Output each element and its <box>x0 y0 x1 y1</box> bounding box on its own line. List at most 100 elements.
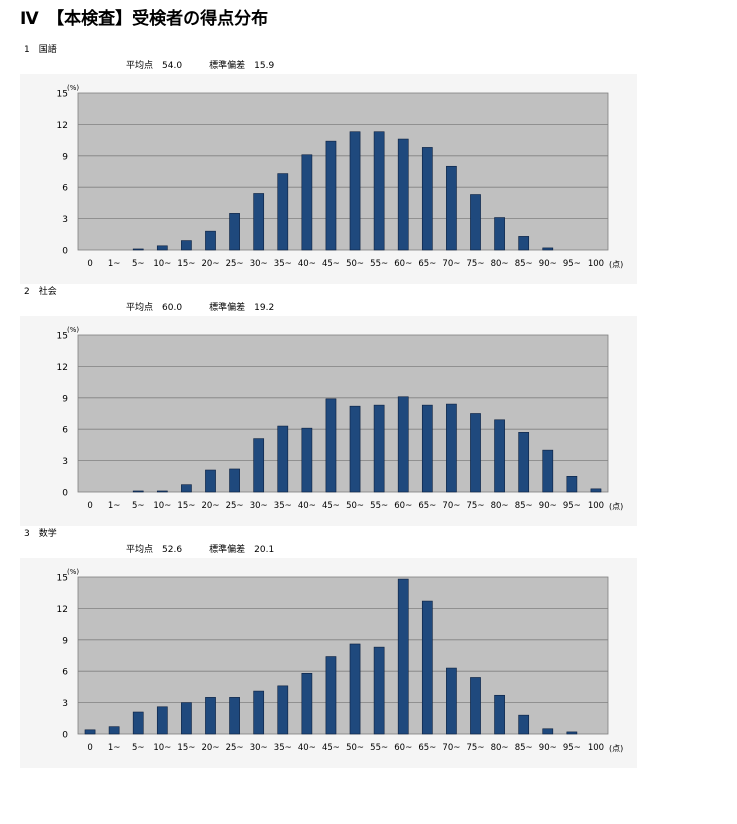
x-tick-label: 5~ <box>132 259 145 269</box>
x-tick-label: 95~ <box>563 259 581 269</box>
plot-area <box>77 92 609 251</box>
x-unit-label: (点) <box>609 502 623 511</box>
bar <box>542 247 554 251</box>
bar <box>542 728 554 735</box>
x-tick-label: 25~ <box>226 743 244 753</box>
bar <box>373 646 385 735</box>
sd-label: 標準偏差 <box>209 61 246 71</box>
x-tick-label: 10~ <box>153 259 171 269</box>
x-tick-label: 5~ <box>132 743 145 753</box>
bar <box>205 230 216 251</box>
bar <box>470 413 481 493</box>
x-tick-label: 50~ <box>346 743 364 753</box>
x-tick-label: 25~ <box>226 259 244 269</box>
x-tick-label: 60~ <box>394 743 412 753</box>
x-tick-label: 80~ <box>491 259 509 269</box>
bar <box>205 469 216 493</box>
x-tick-label: 60~ <box>394 501 412 511</box>
y-unit-label: (%) <box>67 568 79 576</box>
x-tick-label: 85~ <box>515 501 533 511</box>
bar <box>590 488 602 493</box>
y-tick-label: 15 <box>57 574 68 584</box>
bar <box>156 490 168 493</box>
bar <box>518 714 530 735</box>
bar <box>373 404 385 493</box>
bar <box>229 468 240 493</box>
x-tick-label: 20~ <box>202 501 220 511</box>
sd-value: 19.2 <box>254 303 275 313</box>
y-tick-label: 3 <box>62 457 68 467</box>
bar <box>253 438 265 493</box>
subject-label: 1 国語 <box>24 45 57 55</box>
x-tick-label: 40~ <box>298 259 316 269</box>
bar <box>277 685 289 735</box>
bar <box>301 427 313 493</box>
x-tick-label: 40~ <box>298 743 316 753</box>
y-unit-label: (%) <box>67 326 79 334</box>
mean-label: 平均点 <box>126 303 154 313</box>
bar <box>566 731 578 735</box>
bar <box>301 672 313 735</box>
subject-label: 3 数学 <box>24 529 57 539</box>
histogram-chart: 0 3 6 9 12 15(%) 0 1~ 5~ 10~ 15~ 20~ 25~ 30~ 35~ 40~ 45~… <box>20 74 637 284</box>
mean-value: 54.0 <box>162 61 183 71</box>
y-tick-label: 9 <box>62 152 68 162</box>
bar <box>446 667 457 735</box>
stats-line: 平均点 54.0 標準偏差 15.9 <box>126 58 274 71</box>
x-unit-label: (点) <box>609 260 623 269</box>
bar <box>349 405 361 493</box>
page-title: Ⅳ 【本検査】受検者の得点分布 <box>20 9 269 29</box>
x-tick-label: 70~ <box>442 501 460 511</box>
y-tick-label: 3 <box>62 699 68 709</box>
bar <box>446 403 457 493</box>
bar <box>229 213 240 251</box>
bar <box>132 248 144 251</box>
bar <box>325 140 337 251</box>
x-tick-label: 30~ <box>250 501 268 511</box>
bar <box>421 404 433 493</box>
stats-line: 平均点 52.6 標準偏差 20.1 <box>126 542 274 555</box>
x-tick-label: 65~ <box>418 743 436 753</box>
x-tick-label: 5~ <box>132 501 145 511</box>
sd-value: 20.1 <box>254 545 275 555</box>
sd-label: 標準偏差 <box>209 303 246 313</box>
bar <box>349 131 361 251</box>
bar <box>494 419 505 493</box>
x-tick-label: 95~ <box>563 743 581 753</box>
bar <box>253 690 265 735</box>
bar <box>277 425 289 493</box>
bar <box>181 484 192 493</box>
y-tick-label: 15 <box>57 90 68 100</box>
bar <box>277 173 289 251</box>
x-tick-label: 30~ <box>250 743 268 753</box>
y-tick-label: 6 <box>62 426 68 436</box>
bar <box>446 165 457 251</box>
stats-line: 平均点 60.0 標準偏差 19.2 <box>126 300 274 313</box>
y-tick-label: 0 <box>62 247 68 257</box>
y-tick-label: 0 <box>62 489 68 499</box>
y-tick-label: 12 <box>57 363 68 373</box>
sd-label: 標準偏差 <box>209 545 246 555</box>
x-tick-label: 100 <box>588 743 604 753</box>
x-tick-label: 45~ <box>322 259 340 269</box>
x-tick-label: 20~ <box>202 259 220 269</box>
bar <box>325 398 337 493</box>
section-japanese: 1 国語 平均点 54.0 標準偏差 15.9 0 3 6 9 12 15 (%) 0 1~ 5~… <box>0 42 737 284</box>
bar <box>397 396 409 493</box>
x-tick-label: 45~ <box>322 743 340 753</box>
x-tick-label: 70~ <box>442 259 460 269</box>
bar <box>518 236 530 251</box>
sd-value: 15.9 <box>254 61 275 71</box>
x-tick-label: 35~ <box>274 743 292 753</box>
section-math: 3 数学 平均点 52.6 標準偏差 20.1 0 3 6 9 12 15 (%) 0 1~ 5~… <box>0 526 737 768</box>
x-tick-label: 60~ <box>394 259 412 269</box>
bar <box>253 193 265 251</box>
bar <box>494 217 505 251</box>
bar <box>421 600 433 735</box>
x-tick-label: 25~ <box>226 501 244 511</box>
y-tick-label: 9 <box>62 636 68 646</box>
bar <box>349 643 361 735</box>
x-tick-label: 40~ <box>298 501 316 511</box>
x-tick-label: 35~ <box>274 501 292 511</box>
bar <box>325 656 337 735</box>
